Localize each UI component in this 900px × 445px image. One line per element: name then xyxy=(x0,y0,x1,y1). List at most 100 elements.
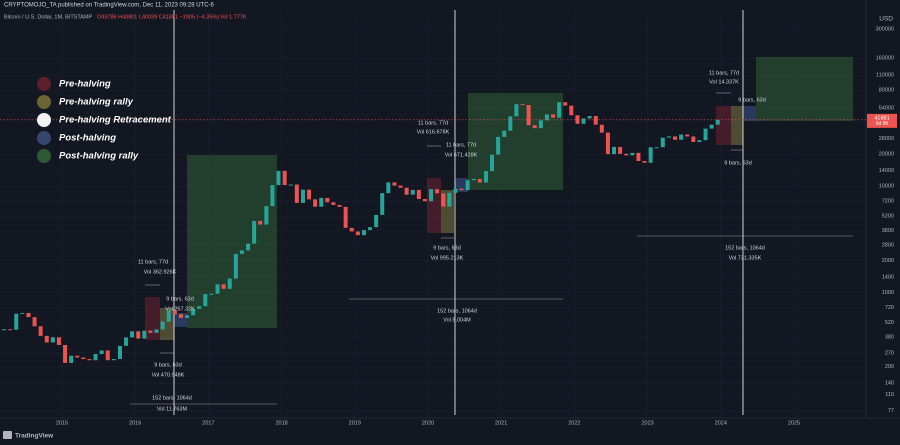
candle-body xyxy=(331,202,336,205)
candle-body xyxy=(178,314,183,318)
zone-pre-halving xyxy=(427,178,441,233)
y-tick-label: 720 xyxy=(885,305,894,311)
candle-body xyxy=(111,359,116,361)
candle-body xyxy=(709,124,714,129)
price-tag xyxy=(867,113,897,128)
candle-body xyxy=(252,220,257,244)
candle-body xyxy=(630,152,635,156)
candle-body xyxy=(514,104,519,117)
candle-body xyxy=(410,189,415,195)
candle-body xyxy=(130,331,135,338)
candle-body xyxy=(551,114,556,118)
candle-body xyxy=(197,306,202,309)
candle-body xyxy=(392,182,397,186)
candle-body xyxy=(447,192,452,207)
candle-body xyxy=(691,136,696,142)
y-tick-label: 140 xyxy=(885,381,894,387)
candle-body xyxy=(465,180,470,191)
annotation: 152 bars, 1064d xyxy=(725,245,765,251)
candle-body xyxy=(87,359,92,361)
x-tick-label: 2025 xyxy=(788,420,800,426)
candle-body xyxy=(563,102,568,106)
annotation: 152 bars, 1064d xyxy=(437,308,477,314)
candle-body xyxy=(270,185,275,207)
candle-body xyxy=(477,178,482,183)
x-tick-label: 2023 xyxy=(641,420,653,426)
y-tick-label: 54000 xyxy=(879,106,894,112)
x-tick-label: 2020 xyxy=(422,420,434,426)
candle-body xyxy=(544,114,549,121)
candle-body xyxy=(666,136,671,138)
zone-pre-halving xyxy=(145,297,160,340)
candle-body xyxy=(618,146,623,154)
legend-label: Post-halving xyxy=(59,133,116,144)
zone-pre-halving-rally xyxy=(731,106,743,145)
candle-body xyxy=(502,130,507,137)
candle-body xyxy=(490,154,495,172)
candle-body xyxy=(105,350,110,361)
y-tick-label: 110 xyxy=(885,392,894,398)
logo xyxy=(3,431,12,439)
annotation: Vol 470.948K xyxy=(152,372,185,378)
candle-body xyxy=(288,184,293,186)
x-tick-label: 2022 xyxy=(568,420,580,426)
y-tick-label: 380 xyxy=(885,335,894,341)
candle-body xyxy=(215,284,220,294)
candle-body xyxy=(459,188,464,191)
y-tick-label: 7200 xyxy=(882,199,894,205)
candle-body xyxy=(99,350,104,355)
y-unit: USD xyxy=(879,16,893,23)
candle-body xyxy=(673,136,678,140)
candle-body xyxy=(636,152,641,162)
candle-body xyxy=(557,102,562,118)
y-tick-label: 110000 xyxy=(876,73,894,79)
annotation: Vol 267.32K xyxy=(165,306,195,312)
annotation: 9 bars, 63d xyxy=(738,97,766,103)
candle-body xyxy=(587,115,592,119)
annotation: Vol 616.678K xyxy=(417,129,450,135)
annotation: 9 bars, 63d xyxy=(154,362,182,368)
ohlc: O43786 H43801 L40039 C41881 −1905 (−4.35… xyxy=(97,14,219,20)
y-tick-label: 2800 xyxy=(882,242,894,248)
candle-body xyxy=(398,185,403,188)
zone-post-halving xyxy=(174,313,187,327)
candle-body xyxy=(569,105,574,116)
candle-body xyxy=(471,178,476,181)
legend-swatch xyxy=(37,149,51,163)
chart-title: Bitcoin / U.S. Dollar, 1M, BITSTAMP xyxy=(4,14,93,20)
y-tick-label: 1000 xyxy=(882,290,894,296)
candle-body xyxy=(660,137,665,148)
legend-swatch xyxy=(37,131,51,145)
candle-body xyxy=(56,337,61,345)
candle-body xyxy=(648,147,653,163)
annotation: 11 bars, 77d xyxy=(446,142,476,148)
candle-body xyxy=(191,308,196,316)
candle-body xyxy=(124,337,129,346)
candle-body xyxy=(227,278,232,289)
candle-body xyxy=(75,355,80,358)
legend-label: Pre-halving Retracement xyxy=(59,115,172,126)
annotation: 9 bars, 63d xyxy=(166,296,194,302)
candle-body xyxy=(8,329,13,331)
candle-body xyxy=(239,250,244,254)
candle-body xyxy=(319,197,324,207)
annotation: Vol 731.335K xyxy=(729,255,762,261)
legend: Pre-halving Pre-halving rally Pre-halving … xyxy=(37,77,172,163)
halving-lines xyxy=(173,10,744,415)
y-tick-label: 520 xyxy=(885,320,894,326)
y-tick-label: 14000 xyxy=(879,168,894,174)
candle-body xyxy=(593,115,598,125)
candle-body xyxy=(14,313,19,330)
y-tick-label: 10000 xyxy=(879,183,894,189)
candle-body xyxy=(203,294,208,307)
x-tick-label: 2024 xyxy=(715,420,727,426)
candle-body xyxy=(581,118,586,124)
candle-body xyxy=(136,331,141,339)
y-tick-label: 28000 xyxy=(879,136,894,142)
price-tag-sub: 6d 9h xyxy=(876,121,889,127)
x-tick-label: 2017 xyxy=(202,420,214,426)
candle-body xyxy=(93,354,98,361)
footer: TradingView xyxy=(15,433,54,440)
candle-body xyxy=(300,189,305,203)
y-tick-label: 270 xyxy=(885,350,894,356)
